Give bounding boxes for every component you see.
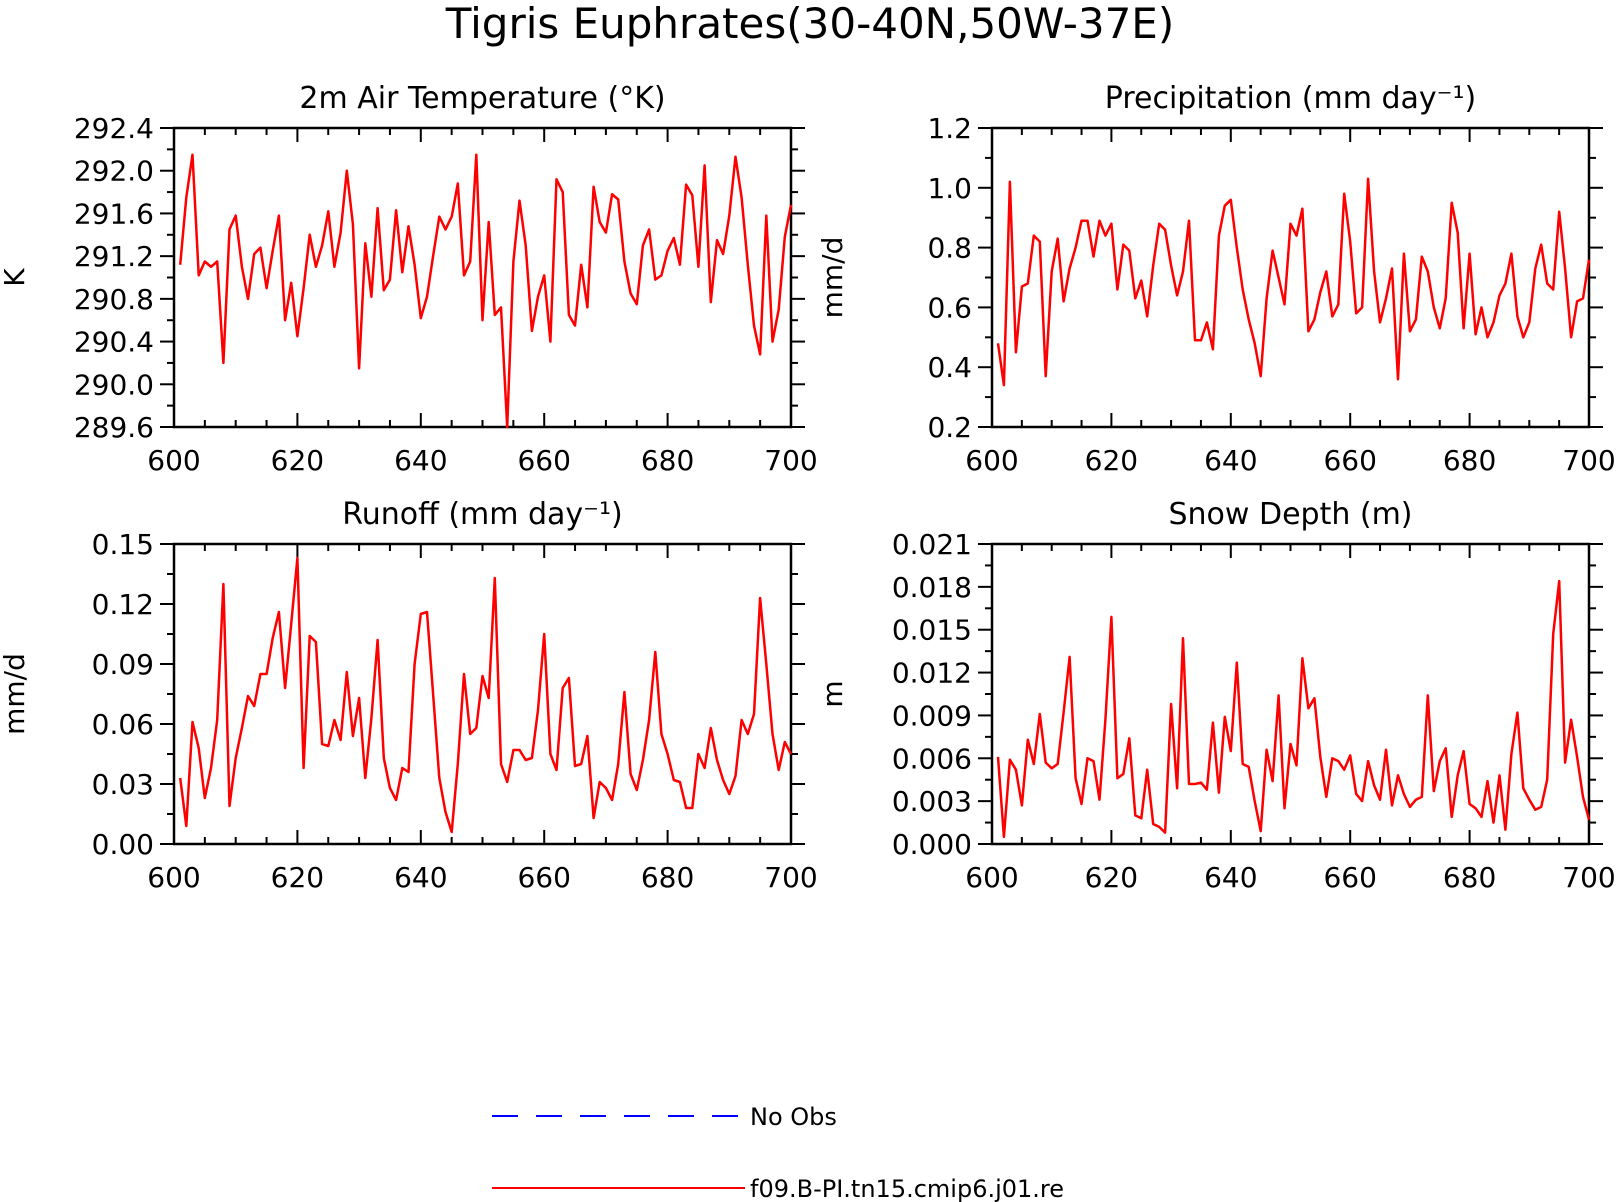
y-tick-label: 0.8: [927, 232, 972, 265]
legend-label-no-obs: No Obs: [750, 1103, 837, 1131]
x-tick-label: 620: [1085, 444, 1138, 477]
x-tick-label: 660: [517, 861, 570, 894]
y-tick-label: 0.00: [92, 828, 154, 861]
panel-title: 2m Air Temperature (°K): [299, 81, 665, 116]
x-tick-label: 680: [1443, 861, 1496, 894]
plot-frame: [990, 126, 1591, 429]
plot-frame: [172, 126, 793, 429]
y-tick-label: 291.6: [74, 197, 154, 230]
x-tick-label: 660: [1323, 861, 1376, 894]
y-tick-label: 0.021: [892, 528, 972, 561]
panel-1: 2m Air Temperature (°K) K 600 620 640 660 680 7…: [0, 81, 818, 477]
x-tick-label: 660: [517, 444, 570, 477]
series-line: [996, 579, 1591, 839]
panel-2: Precipitation (mm day⁻¹) mm/d 600 620 640 660…: [816, 81, 1616, 477]
y-axis-label: K: [0, 268, 31, 287]
y-tick-label: 0.012: [892, 657, 972, 690]
x-tick-label: 600: [965, 444, 1018, 477]
x-tick-label: 680: [1443, 444, 1496, 477]
x-tick-label: 700: [1562, 444, 1615, 477]
figure-title: Tigris Euphrates(30-40N,50W-37E): [445, 0, 1174, 48]
y-tick-label: 0.018: [892, 571, 972, 604]
y-tick-label: 0.4: [927, 351, 972, 384]
series-line: [178, 556, 793, 834]
y-tick-label: 0.2: [927, 411, 972, 444]
panel-title: Runoff (mm day⁻¹): [342, 497, 623, 532]
x-tick-label: 620: [271, 444, 324, 477]
y-tick-label: 0.12: [92, 588, 154, 621]
panel-title: Precipitation (mm day⁻¹): [1105, 81, 1476, 116]
legend: No Obs f09.B-PI.tn15.cmip6.j01.re: [492, 1103, 1064, 1202]
panels: 2m Air Temperature (°K) K 600 620 640 660 680 7…: [0, 81, 1616, 894]
x-tick-label: 620: [1085, 861, 1138, 894]
legend-label-model: f09.B-PI.tn15.cmip6.j01.re: [750, 1175, 1064, 1202]
y-tick-label: 290.4: [74, 326, 154, 359]
x-tick-label: 640: [1204, 444, 1257, 477]
x-tick-label: 640: [394, 444, 447, 477]
y-tick-label: 0.009: [892, 699, 972, 732]
x-tick-label: 620: [271, 861, 324, 894]
y-tick-label: 0.003: [892, 785, 972, 818]
x-tick-label: 680: [641, 861, 694, 894]
y-axis-label: m: [816, 680, 849, 707]
y-tick-label: 290.8: [74, 283, 154, 316]
y-tick-label: 0.09: [92, 648, 154, 681]
y-tick-label: 0.000: [892, 828, 972, 861]
y-tick-label: 0.006: [892, 742, 972, 775]
y-tick-label: 290.0: [74, 368, 154, 401]
y-tick-label: 1.0: [927, 172, 972, 205]
y-tick-label: 292.4: [74, 112, 154, 145]
panel-3: Runoff (mm day⁻¹) mm/d 600 620 640 660 680 700 0…: [0, 497, 818, 894]
y-tick-label: 1.2: [927, 112, 972, 145]
y-axis-label: mm/d: [816, 237, 849, 319]
y-tick-label: 0.015: [892, 614, 972, 647]
x-tick-label: 700: [764, 861, 817, 894]
x-tick-label: 600: [965, 861, 1018, 894]
y-axis-label: mm/d: [0, 653, 31, 735]
x-tick-label: 660: [1323, 444, 1376, 477]
x-tick-label: 700: [764, 444, 817, 477]
y-tick-label: 0.6: [927, 291, 972, 324]
x-tick-label: 700: [1562, 861, 1615, 894]
plot-frame: [172, 542, 793, 846]
x-tick-label: 600: [147, 861, 200, 894]
y-tick-label: 0.06: [92, 708, 154, 741]
series-line: [996, 177, 1591, 387]
y-tick-label: 292.0: [74, 155, 154, 188]
x-tick-label: 600: [147, 444, 200, 477]
y-tick-label: 0.15: [92, 528, 154, 561]
x-tick-label: 680: [641, 444, 694, 477]
series-line: [178, 153, 793, 429]
panel-4: Snow Depth (m) m 600 620 640 660 680 700 0.000 0.…: [816, 497, 1616, 894]
x-tick-label: 640: [1204, 861, 1257, 894]
x-tick-label: 640: [394, 861, 447, 894]
y-tick-label: 291.2: [74, 240, 154, 273]
panel-title: Snow Depth (m): [1168, 497, 1412, 532]
y-tick-label: 0.03: [92, 768, 154, 801]
y-tick-label: 289.6: [74, 411, 154, 444]
